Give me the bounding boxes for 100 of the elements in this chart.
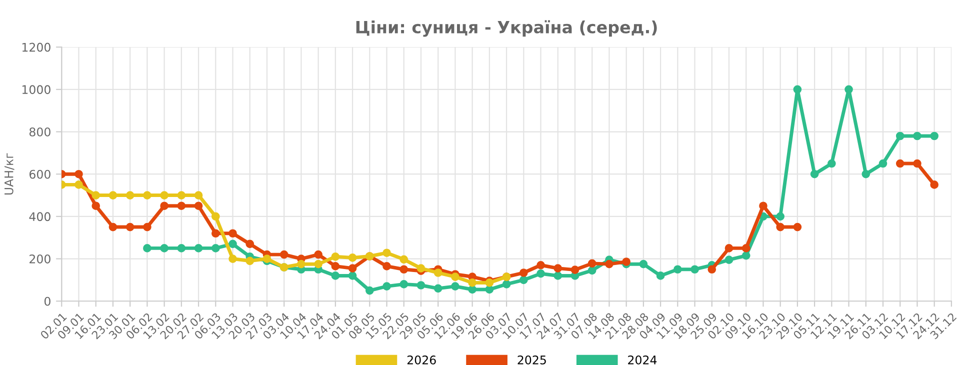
point	[416, 281, 426, 290]
point	[485, 285, 494, 294]
point	[177, 202, 186, 210]
point	[656, 272, 665, 280]
point	[331, 262, 340, 270]
point	[108, 191, 118, 200]
point	[74, 180, 83, 189]
point	[451, 282, 460, 290]
y-axis-title: UAH/кг	[4, 153, 14, 195]
point	[519, 268, 528, 277]
y-tick-label: 1200	[22, 42, 50, 52]
y-tick-label: 600	[30, 170, 50, 179]
point	[536, 269, 545, 278]
point	[673, 265, 682, 274]
point	[228, 240, 237, 248]
point	[810, 170, 819, 178]
point	[588, 259, 596, 268]
point	[434, 284, 442, 293]
point	[331, 272, 340, 280]
point	[126, 222, 134, 232]
point	[776, 212, 784, 221]
point	[211, 212, 220, 221]
point	[160, 191, 168, 200]
point	[108, 222, 118, 232]
point	[605, 260, 614, 268]
point	[434, 268, 442, 277]
point	[468, 285, 476, 294]
point	[348, 272, 357, 280]
point	[639, 260, 648, 268]
y-tick-label: 800	[29, 127, 50, 136]
point	[74, 170, 83, 178]
point	[400, 280, 408, 288]
point	[554, 264, 562, 272]
point	[314, 250, 322, 259]
point	[844, 85, 853, 94]
point	[416, 264, 426, 272]
legend-label: 2025	[518, 356, 546, 364]
point	[246, 256, 254, 266]
point	[228, 229, 237, 238]
point	[913, 132, 922, 140]
point	[724, 256, 734, 264]
point	[878, 159, 888, 168]
point	[930, 132, 938, 140]
point	[896, 159, 904, 168]
point	[194, 244, 203, 252]
point	[160, 202, 168, 210]
point	[280, 250, 288, 259]
point	[314, 260, 322, 268]
point	[177, 191, 186, 200]
point	[143, 244, 152, 252]
point	[365, 286, 374, 295]
point	[297, 260, 306, 268]
point	[708, 265, 716, 274]
point	[194, 202, 203, 210]
point	[776, 222, 784, 232]
point	[793, 85, 802, 94]
point	[793, 222, 802, 232]
point	[228, 254, 237, 263]
point	[930, 180, 938, 189]
point	[451, 272, 460, 281]
point	[382, 282, 391, 290]
point	[262, 254, 272, 263]
y-tick-label: 0	[44, 296, 50, 306]
point	[759, 202, 768, 210]
point	[126, 191, 134, 200]
point	[143, 191, 152, 200]
point	[519, 276, 528, 284]
point	[177, 244, 186, 252]
point	[348, 254, 357, 262]
point	[211, 244, 220, 252]
point	[400, 255, 408, 264]
point	[331, 252, 340, 261]
legend-label: 2024	[628, 356, 657, 364]
point	[896, 132, 904, 140]
point	[382, 248, 391, 258]
point	[502, 280, 511, 288]
y-tick-label: 400	[29, 212, 50, 222]
point	[92, 202, 100, 210]
point	[690, 265, 699, 274]
point	[913, 159, 922, 168]
point	[468, 278, 476, 287]
point	[382, 262, 391, 270]
point	[211, 229, 220, 238]
point	[622, 258, 630, 266]
point	[724, 244, 734, 252]
legend-label: 2026	[407, 356, 436, 364]
point	[143, 222, 152, 232]
chart-title: Ціни: суниця - Україна (серед.)	[356, 20, 657, 37]
point	[570, 266, 580, 274]
point	[588, 266, 596, 275]
point	[246, 240, 254, 248]
point	[348, 264, 357, 272]
point	[536, 260, 545, 270]
point	[554, 272, 562, 280]
point	[742, 244, 750, 252]
point	[194, 191, 203, 200]
point	[160, 244, 168, 252]
y-tick-label: 200	[30, 254, 50, 264]
point	[92, 191, 100, 200]
point	[742, 251, 750, 260]
